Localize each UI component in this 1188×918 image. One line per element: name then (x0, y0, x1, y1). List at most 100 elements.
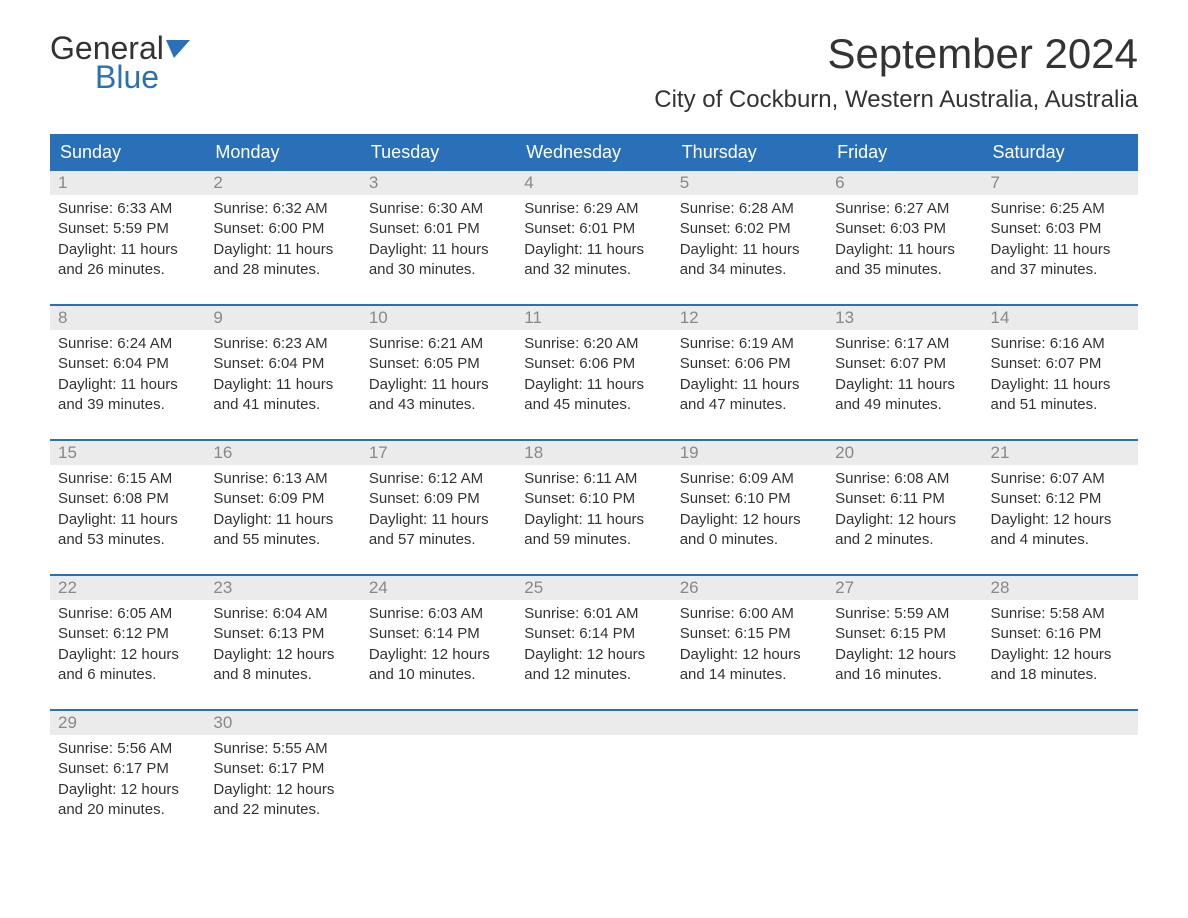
day-number: 14 (983, 306, 1138, 330)
sunset-text: Sunset: 6:15 PM (680, 624, 819, 644)
day-content: Sunrise: 6:25 AMSunset: 6:03 PMDaylight:… (983, 195, 1138, 290)
location-text: City of Cockburn, Western Australia, Aus… (654, 86, 1138, 114)
day-number (361, 711, 516, 735)
day-header-monday: Monday (205, 134, 360, 171)
day-header-tuesday: Tuesday (361, 134, 516, 171)
sunset-text: Sunset: 6:11 PM (835, 489, 974, 509)
day-content-row: Sunrise: 6:15 AMSunset: 6:08 PM Daylight:… (50, 465, 1138, 560)
week-block: 891011121314Sunrise: 6:24 AMSunset: 6:04… (50, 304, 1138, 425)
daylight-text: Daylight: 12 hours and 8 minutes. (213, 645, 352, 686)
day-header-row: Sunday Monday Tuesday Wednesday Thursday… (50, 134, 1138, 171)
day-number: 20 (827, 441, 982, 465)
day-number: 5 (672, 171, 827, 195)
sunrise-text: Sunrise: 6:25 AM (991, 199, 1130, 219)
day-content: Sunrise: 6:16 AMSunset: 6:07 PMDaylight:… (983, 330, 1138, 425)
day-content: Sunrise: 6:33 AMSunset: 5:59 PMDaylight:… (50, 195, 205, 290)
week-spacer (50, 425, 1138, 439)
daylight-text: Daylight: 11 hours and 51 minutes. (991, 375, 1130, 416)
daylight-text: Daylight: 11 hours and 37 minutes. (991, 240, 1130, 281)
sunset-text: Sunset: 6:01 PM (369, 219, 508, 239)
day-number: 9 (205, 306, 360, 330)
day-content: Sunrise: 6:00 AMSunset: 6:15 PMDaylight:… (672, 600, 827, 695)
sunrise-text: Sunrise: 6:01 AM (524, 604, 663, 624)
day-number: 24 (361, 576, 516, 600)
day-number: 21 (983, 441, 1138, 465)
day-number: 13 (827, 306, 982, 330)
sunset-text: Sunset: 6:08 PM (58, 489, 197, 509)
sunrise-text: Sunrise: 5:55 AM (213, 739, 352, 759)
day-content: Sunrise: 5:55 AMSunset: 6:17 PMDaylight:… (205, 735, 360, 830)
day-number: 17 (361, 441, 516, 465)
week-block: 22232425262728Sunrise: 6:05 AMSunset: 6:… (50, 574, 1138, 695)
daylight-text: Daylight: 11 hours and 47 minutes. (680, 375, 819, 416)
sunrise-text: Sunrise: 6:11 AM (524, 469, 663, 489)
sunrise-text: Sunrise: 6:19 AM (680, 334, 819, 354)
calendar: Sunday Monday Tuesday Wednesday Thursday… (50, 134, 1138, 830)
day-number: 2 (205, 171, 360, 195)
day-content-row: Sunrise: 5:56 AMSunset: 6:17 PMDaylight:… (50, 735, 1138, 830)
daylight-text: Daylight: 12 hours and 6 minutes. (58, 645, 197, 686)
sunset-text: Sunset: 6:17 PM (58, 759, 197, 779)
sunrise-text: Sunrise: 6:16 AM (991, 334, 1130, 354)
day-number: 25 (516, 576, 671, 600)
sunset-text: Sunset: 6:03 PM (835, 219, 974, 239)
sunset-text: Sunset: 5:59 PM (58, 219, 197, 239)
day-number: 23 (205, 576, 360, 600)
day-content: Sunrise: 6:19 AMSunset: 6:06 PMDaylight:… (672, 330, 827, 425)
sunset-text: Sunset: 6:16 PM (991, 624, 1130, 644)
daylight-text: Daylight: 11 hours and 34 minutes. (680, 240, 819, 281)
day-number: 3 (361, 171, 516, 195)
sunset-text: Sunset: 6:06 PM (524, 354, 663, 374)
weeks-container: 1234567Sunrise: 6:33 AMSunset: 5:59 PMDa… (50, 171, 1138, 830)
day-number: 15 (50, 441, 205, 465)
sunrise-text: Sunrise: 5:58 AM (991, 604, 1130, 624)
day-number: 18 (516, 441, 671, 465)
sunrise-text: Sunrise: 6:24 AM (58, 334, 197, 354)
day-number (672, 711, 827, 735)
month-title: September 2024 (654, 30, 1138, 78)
sunset-text: Sunset: 6:09 PM (213, 489, 352, 509)
daylight-text: Daylight: 11 hours and 35 minutes. (835, 240, 974, 281)
day-number-row: 1234567 (50, 171, 1138, 195)
day-number (827, 711, 982, 735)
day-content: Sunrise: 6:04 AMSunset: 6:13 PMDaylight:… (205, 600, 360, 695)
day-content: Sunrise: 6:11 AMSunset: 6:10 PMDaylight:… (516, 465, 671, 560)
day-content (827, 735, 982, 830)
week-spacer (50, 695, 1138, 709)
sunrise-text: Sunrise: 6:07 AM (991, 469, 1130, 489)
day-content (672, 735, 827, 830)
sunset-text: Sunset: 6:01 PM (524, 219, 663, 239)
day-number: 8 (50, 306, 205, 330)
sunset-text: Sunset: 6:05 PM (369, 354, 508, 374)
day-content: Sunrise: 6:28 AMSunset: 6:02 PMDaylight:… (672, 195, 827, 290)
day-content: Sunrise: 6:03 AMSunset: 6:14 PMDaylight:… (361, 600, 516, 695)
day-content (516, 735, 671, 830)
daylight-text: Daylight: 12 hours and 2 minutes. (835, 510, 974, 551)
sunrise-text: Sunrise: 6:00 AM (680, 604, 819, 624)
sunset-text: Sunset: 6:03 PM (991, 219, 1130, 239)
day-number: 26 (672, 576, 827, 600)
sunset-text: Sunset: 6:06 PM (680, 354, 819, 374)
day-content: Sunrise: 6:01 AMSunset: 6:14 PMDaylight:… (516, 600, 671, 695)
daylight-text: Daylight: 12 hours and 4 minutes. (991, 510, 1130, 551)
day-content: Sunrise: 5:56 AMSunset: 6:17 PMDaylight:… (50, 735, 205, 830)
sunrise-text: Sunrise: 6:33 AM (58, 199, 197, 219)
sunrise-text: Sunrise: 6:17 AM (835, 334, 974, 354)
sunrise-text: Sunrise: 6:09 AM (680, 469, 819, 489)
day-content: Sunrise: 6:29 AMSunset: 6:01 PMDaylight:… (516, 195, 671, 290)
day-content: Sunrise: 6:30 AMSunset: 6:01 PMDaylight:… (361, 195, 516, 290)
sunset-text: Sunset: 6:00 PM (213, 219, 352, 239)
sunset-text: Sunset: 6:12 PM (58, 624, 197, 644)
daylight-text: Daylight: 11 hours and 30 minutes. (369, 240, 508, 281)
sunrise-text: Sunrise: 6:15 AM (58, 469, 197, 489)
day-content: Sunrise: 6:21 AMSunset: 6:05 PMDaylight:… (361, 330, 516, 425)
sunset-text: Sunset: 6:13 PM (213, 624, 352, 644)
daylight-text: Daylight: 11 hours and 55 minutes. (213, 510, 352, 551)
sunset-text: Sunset: 6:14 PM (524, 624, 663, 644)
sunset-text: Sunset: 6:04 PM (58, 354, 197, 374)
daylight-text: Daylight: 11 hours and 43 minutes. (369, 375, 508, 416)
sunrise-text: Sunrise: 6:29 AM (524, 199, 663, 219)
daylight-text: Daylight: 11 hours and 28 minutes. (213, 240, 352, 281)
day-number-row: 15161718192021 (50, 441, 1138, 465)
daylight-text: Daylight: 12 hours and 10 minutes. (369, 645, 508, 686)
